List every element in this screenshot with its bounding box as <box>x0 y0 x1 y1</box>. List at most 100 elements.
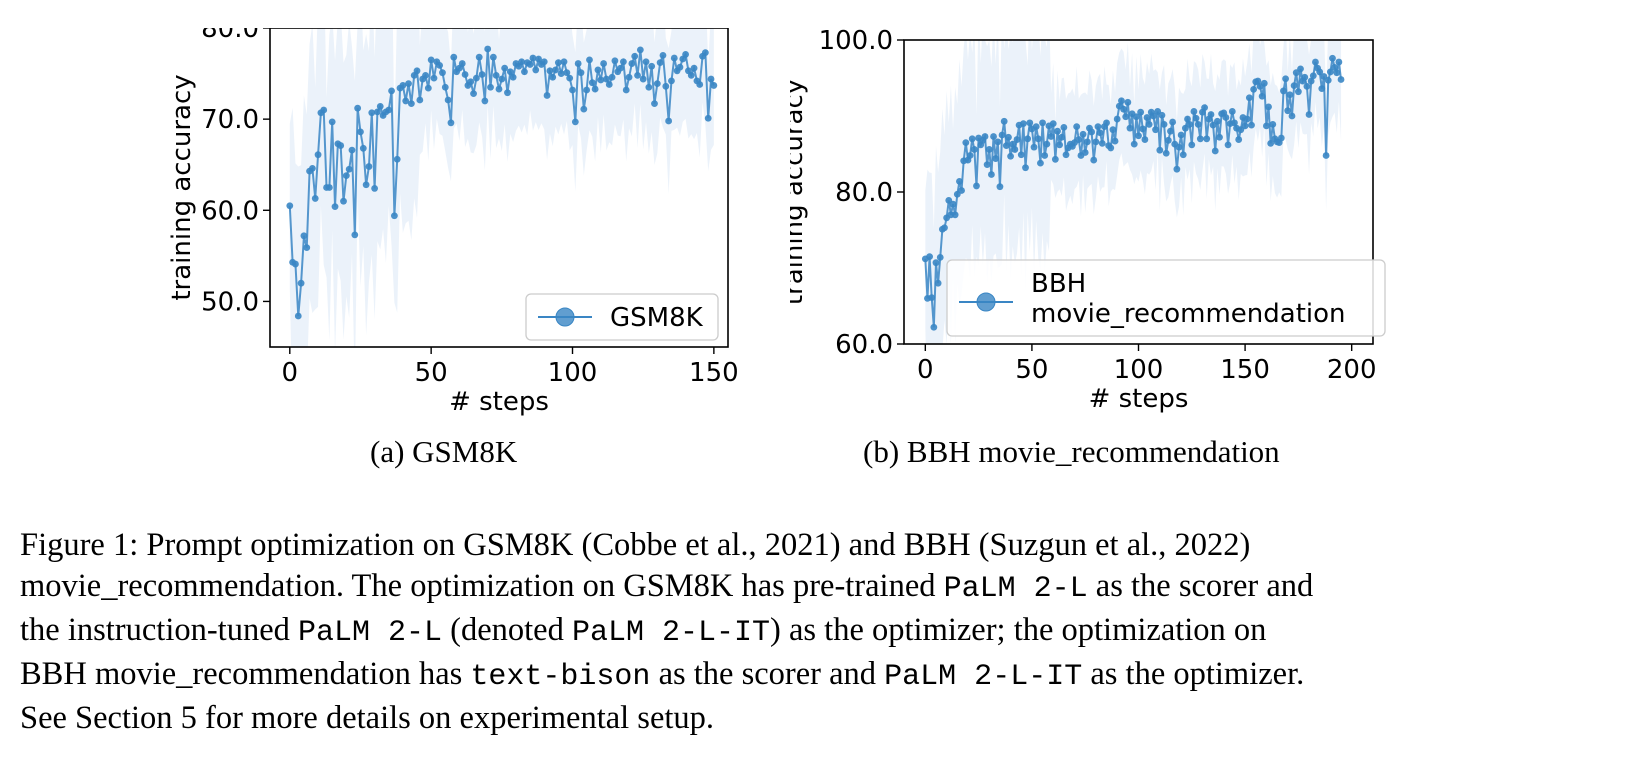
data-point <box>351 231 359 239</box>
subcaption-a: (a) GSM8K <box>370 434 518 469</box>
y-axis-label: training accuracy <box>790 79 809 305</box>
data-point <box>390 212 398 220</box>
data-point <box>1335 58 1343 66</box>
data-point <box>342 172 350 180</box>
x-axis-label: # steps <box>449 387 549 417</box>
code-scorer: PaLM 2-L <box>943 572 1088 606</box>
data-point <box>1009 140 1017 148</box>
data-point <box>416 96 424 104</box>
legend-marker <box>555 307 575 327</box>
data-point <box>368 109 376 117</box>
data-point <box>1277 134 1285 142</box>
data-point <box>1284 107 1292 115</box>
data-point <box>566 74 574 82</box>
data-point <box>492 71 500 79</box>
data-point <box>1007 152 1014 160</box>
code-optimizer-it: PaLM 2-L-IT <box>571 616 771 650</box>
data-point <box>359 144 367 152</box>
data-point <box>1030 143 1038 151</box>
data-point <box>354 104 362 112</box>
data-point <box>450 53 458 61</box>
data-point <box>506 68 514 76</box>
data-point <box>994 138 1002 146</box>
data-point <box>300 232 308 240</box>
data-point <box>1203 135 1211 143</box>
data-point <box>668 77 675 85</box>
data-point <box>704 114 712 122</box>
data-point <box>1250 86 1258 93</box>
data-point <box>634 71 641 79</box>
data-point <box>328 118 336 126</box>
code-text-bison: text-bison <box>470 660 651 694</box>
data-point <box>1158 111 1166 119</box>
data-point <box>1196 135 1204 143</box>
data-point <box>1107 144 1115 152</box>
data-point <box>949 200 957 208</box>
data-point <box>472 74 480 82</box>
data-point <box>461 71 469 78</box>
data-point <box>619 58 627 66</box>
data-point <box>405 80 412 87</box>
data-point <box>526 61 534 68</box>
data-point <box>286 202 294 210</box>
data-point <box>1081 149 1089 156</box>
x-axis-label: # steps <box>1089 384 1189 414</box>
data-point <box>1141 136 1149 143</box>
data-point <box>563 69 571 77</box>
data-point <box>320 106 328 114</box>
data-point <box>1096 129 1104 137</box>
data-point <box>1113 115 1121 123</box>
data-point <box>1222 114 1230 121</box>
data-point <box>574 60 582 67</box>
data-point <box>1190 108 1198 115</box>
data-point <box>707 75 715 83</box>
data-point <box>625 73 633 81</box>
y-tick-label: 70.0 <box>201 105 259 135</box>
data-point <box>639 75 647 83</box>
data-point <box>1139 125 1147 133</box>
data-point <box>509 73 517 81</box>
data-point <box>1135 132 1142 140</box>
data-point <box>1267 139 1275 147</box>
data-point <box>1005 133 1012 141</box>
data-point <box>1305 111 1313 118</box>
x-tick-label: 50 <box>1015 355 1048 385</box>
data-point <box>441 83 449 91</box>
gsm8k-chart: 0 50 100 150 50.0 60.0 70.0 80.0 # steps training… <box>167 28 739 417</box>
data-point <box>1188 141 1196 149</box>
data-point <box>1079 130 1087 138</box>
data-point <box>970 146 978 153</box>
subcaption-b: (b) BBH movie_recommendation <box>863 434 1280 469</box>
x-tick-label: 50 <box>415 358 448 388</box>
data-point <box>1243 115 1251 123</box>
data-point <box>1207 111 1215 118</box>
data-point <box>983 161 991 169</box>
data-point <box>1156 146 1164 154</box>
data-point <box>962 139 970 146</box>
data-point <box>659 51 667 59</box>
data-point <box>337 142 345 149</box>
data-point <box>1211 147 1219 155</box>
data-point <box>682 51 689 58</box>
x-tick-label: 100 <box>548 358 598 388</box>
data-point <box>1258 92 1266 100</box>
data-point <box>1039 119 1046 127</box>
legend-box <box>946 259 1386 337</box>
data-point <box>1032 123 1040 131</box>
data-point <box>690 64 698 72</box>
data-point <box>981 133 989 140</box>
data-point <box>540 58 548 66</box>
data-point <box>662 82 670 90</box>
data-point <box>1297 65 1304 73</box>
data-point <box>569 86 576 94</box>
data-point <box>1309 72 1317 80</box>
x-tick-label: 150 <box>1220 355 1270 385</box>
data-point <box>1124 98 1132 106</box>
caption-line-2: movie_recommendation. The optimization o… <box>20 568 1314 606</box>
data-point <box>1058 133 1066 141</box>
data-point <box>1213 117 1221 125</box>
data-point <box>1150 112 1157 120</box>
data-point <box>357 128 364 136</box>
data-point <box>973 182 980 190</box>
data-point <box>1294 88 1302 96</box>
